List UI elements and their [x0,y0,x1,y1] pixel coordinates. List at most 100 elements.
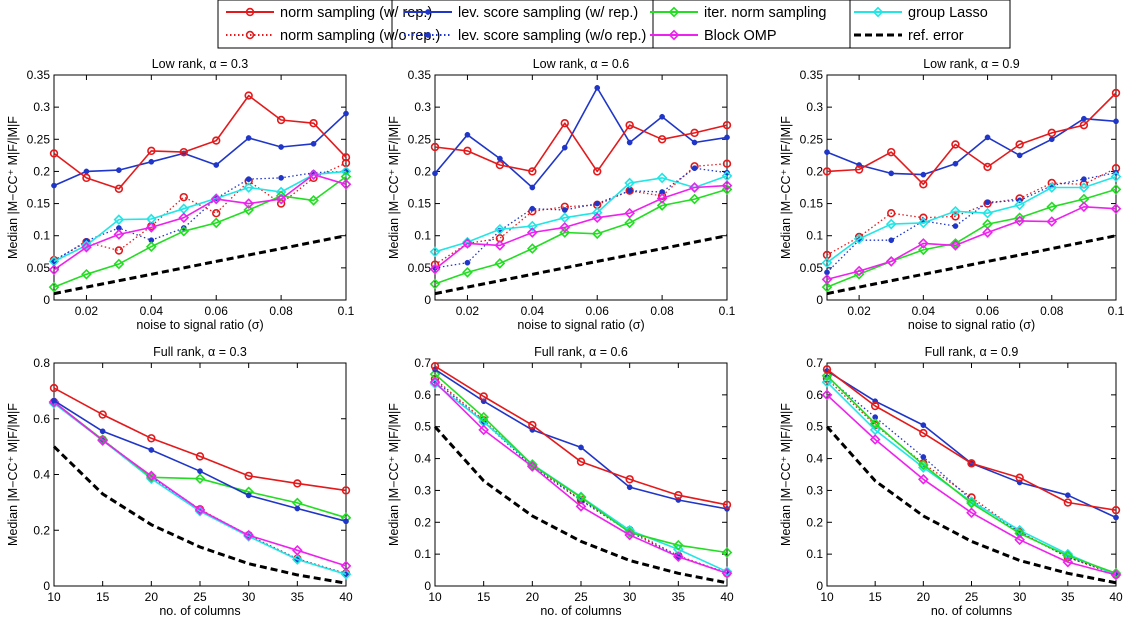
y-tick-label: 0.3 [806,100,823,114]
y-tick-label: 0.2 [806,515,823,529]
data-point [952,160,959,167]
series-line [826,167,1117,256]
data-point [494,240,506,251]
series-line [434,163,728,266]
data-point [1015,140,1024,149]
y-tick-label: 0.25 [408,132,432,146]
data-point [494,258,506,269]
data-point [494,223,506,235]
data-point [528,420,537,430]
series-line [434,87,728,189]
data-point [984,134,991,141]
x-tick-label: 20 [526,590,540,604]
x-axis-label: noise to signal ratio (σ) [517,318,644,332]
series-line [434,175,728,253]
plot-area [53,74,347,301]
x-tick-label: 40 [720,590,734,604]
data-point [527,220,538,232]
data-point [479,392,488,401]
x-axis-label: no. of columns [159,604,240,618]
data-point [341,153,351,162]
y-axis-label: Median |M−CC⁺ M|F/|M|F [387,403,401,546]
data-point [275,190,287,202]
data-point [478,411,489,423]
y-tick-label: 0 [816,293,823,307]
data-point [920,171,927,178]
data-point [210,217,222,229]
data-point [429,378,441,390]
data-point [1110,203,1122,215]
data-point [593,167,602,176]
data-point [594,85,601,91]
data-point [146,470,157,482]
data-point [1016,152,1023,159]
x-tick-label: 0.06 [976,304,1000,318]
series-line [825,425,1117,585]
data-point [51,397,57,404]
data-point [113,229,125,240]
data-point [626,187,633,194]
data-point [308,195,319,206]
series-line [826,175,1117,264]
data-point [559,222,571,233]
y-tick-label: 0.7 [414,356,431,370]
series-line [53,94,347,190]
data-point [966,497,977,509]
data-point [888,237,895,244]
axis-ticks: 10 15 20 25 30 35 40 0 0.1 0.2 0.3 0.4 0.5 0.6 0.7 [414,356,734,604]
series-bomp [48,169,352,276]
axis-ticks: 10 15 20 25 30 35 40 0 0.1 0.2 0.3 0.4 0.5 0.6 0.7 [806,356,1123,604]
data-point [575,501,587,512]
y-tick-label: 0.3 [33,100,50,114]
series-lev_rep [432,85,730,191]
data-point [1081,115,1087,122]
data-point [1079,120,1089,130]
data-point [1062,550,1074,562]
data-point [822,365,832,374]
chart-panel-5: 10 15 20 25 30 35 40 0 0.1 0.2 0.3 0.4 0.5 0.6 0.7 Full… [387,345,734,618]
y-tick-label: 0.8 [33,356,50,370]
data-point [982,227,993,238]
data-point [1078,182,1090,193]
x-axis-label: no. of columns [931,604,1012,618]
x-tick-label: 35 [1061,590,1075,604]
data-point [1111,88,1121,98]
x-tick-label: 0.1 [1108,304,1125,318]
y-tick-label: 0.25 [27,132,51,146]
x-tick-label: 0.02 [847,304,871,318]
data-point [721,170,733,182]
data-point [624,529,635,541]
legend-label: ref. error [908,28,964,44]
data-point [624,217,635,229]
data-point [821,376,833,388]
series-line [434,365,728,506]
data-point [49,383,59,393]
axis-ticks: 0.02 0.04 0.06 0.08 0.1 0 0.05 0.1 0.15 0.2 0.25 0.… [27,68,355,318]
data-point [213,162,220,168]
data-point [49,149,59,158]
x-tick-label: 25 [193,590,207,604]
chart-panel-4: 10 15 20 25 30 35 40 0 0.2 0.4 0.6 0.8 Full rank, α … [6,345,353,618]
series-lev_rep [51,397,349,525]
y-tick-label: 0.15 [800,197,824,211]
x-tick-label: 0.04 [521,304,545,318]
series-glasso [821,171,1122,269]
data-point [197,468,203,475]
data-point [244,91,253,100]
data-point [51,182,57,189]
data-point [275,193,287,205]
data-point [591,228,603,240]
series-norm_rep [430,119,732,176]
series-line [53,170,347,263]
data-point [245,135,252,141]
y-tick-label: 0.3 [806,483,823,497]
data-point [1113,118,1119,125]
data-point [245,492,252,499]
data-point [340,166,352,177]
series-line [434,122,728,173]
data-point [178,212,190,224]
x-tick-label: 0.02 [75,304,99,318]
data-point [951,140,960,149]
y-tick-label: 0.1 [33,229,50,243]
